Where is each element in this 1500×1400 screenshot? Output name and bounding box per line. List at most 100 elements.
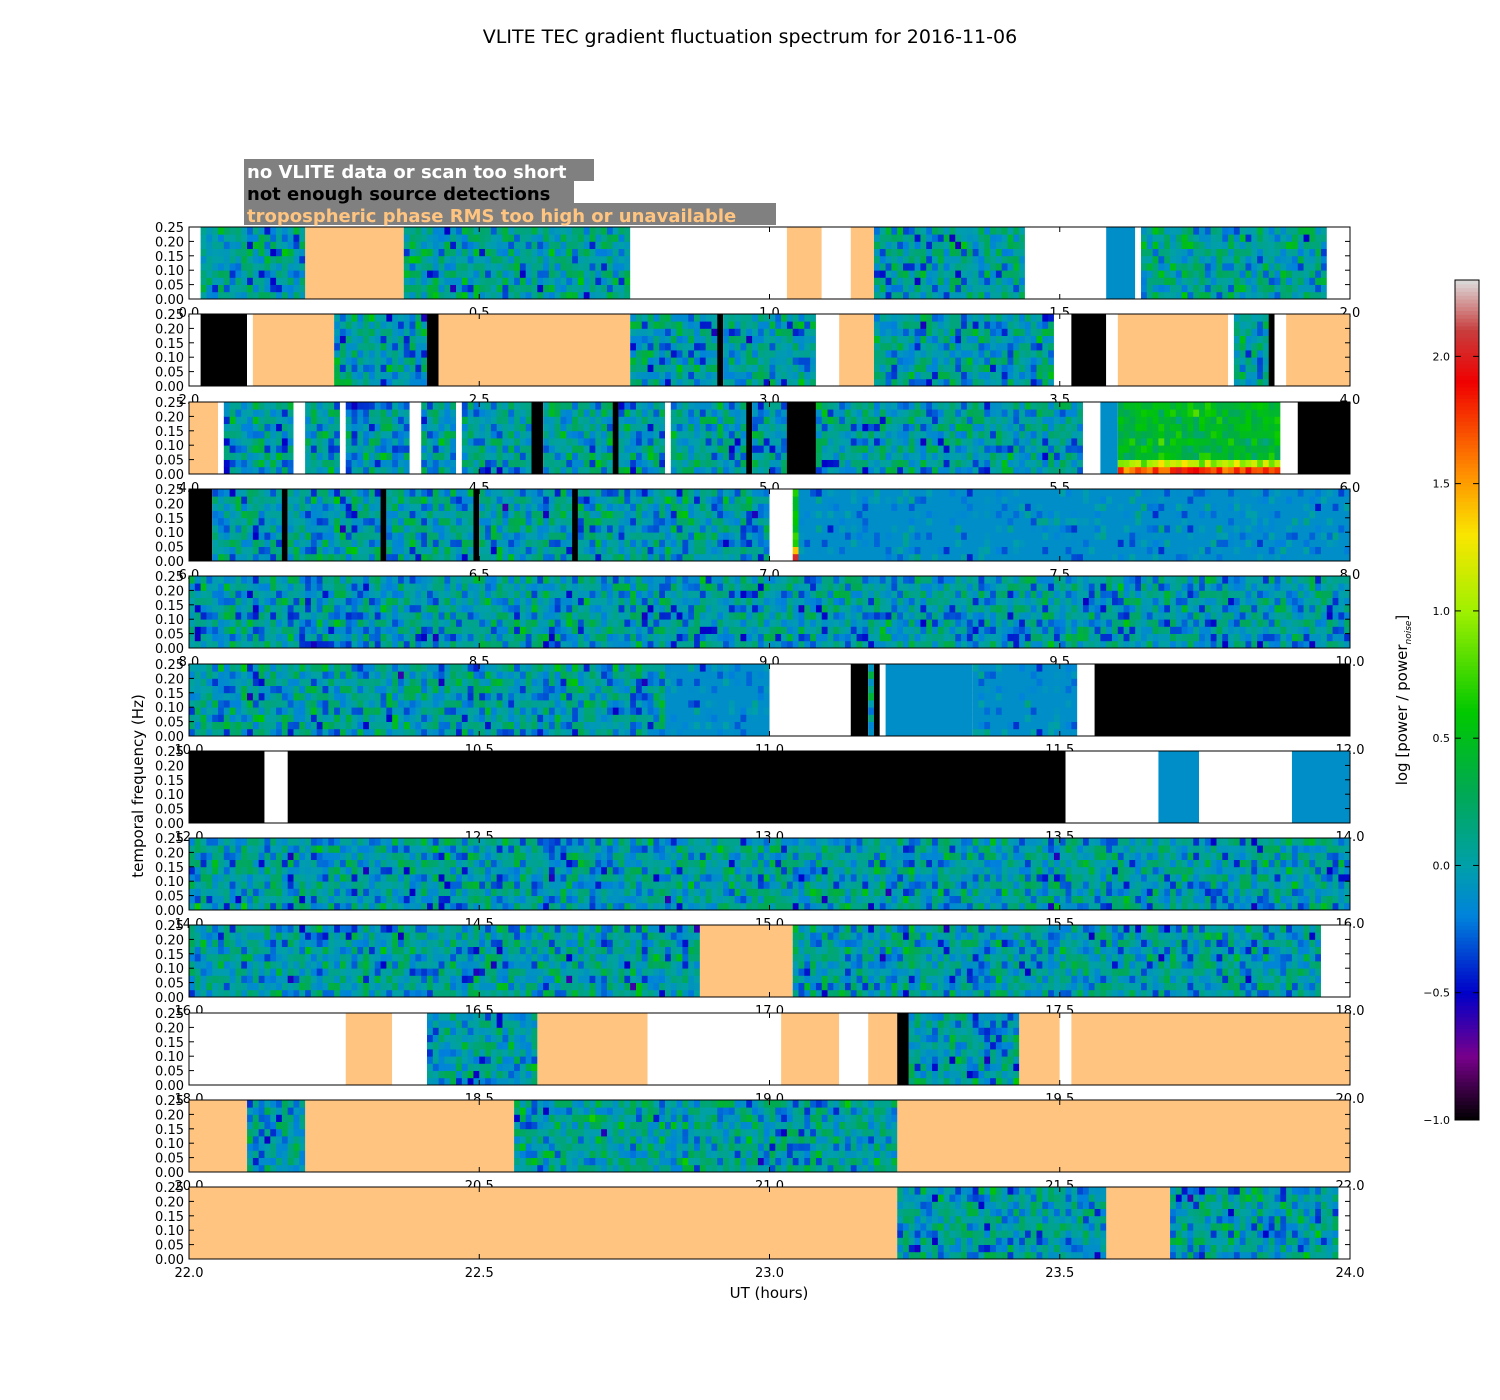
- segment-spectrum: [189, 838, 1350, 910]
- segment-nodata: [1053, 314, 1072, 386]
- segment-spectrum: [873, 314, 1055, 386]
- y-tick-label: 0.10: [155, 351, 184, 366]
- segment-spectrum: [966, 402, 1014, 474]
- segment-spectrum: [873, 227, 1026, 299]
- y-tick-label: 0.20: [155, 410, 184, 425]
- segment-nodet: [473, 489, 480, 561]
- segment-spectrum: [479, 489, 573, 561]
- segment-nodata: [1059, 1013, 1072, 1085]
- y-tick-label: 0.00: [155, 1079, 184, 1094]
- segment-tropo: [305, 1100, 515, 1172]
- x-tick-label: 22.0: [175, 1266, 204, 1281]
- chart-title: VLITE TEC gradient fluctuation spectrum …: [483, 26, 1017, 48]
- y-tick-label: 0.00: [155, 555, 184, 570]
- y-tick-label: 0.20: [155, 933, 184, 948]
- segment-spectrum: [1013, 402, 1084, 474]
- y-tick-label: 0.00: [155, 817, 184, 832]
- y-axis-label: temporal frequency (Hz): [129, 694, 147, 878]
- segment-spectrum: [334, 314, 428, 386]
- segment-flat: [885, 664, 973, 736]
- segment-spectrum: [403, 227, 631, 299]
- y-tick-label: 0.20: [155, 322, 184, 337]
- segment-spectrum: [792, 489, 799, 561]
- colorbar-label-end: ]: [1393, 615, 1411, 621]
- segment-spectrum: [1170, 1187, 1339, 1259]
- segment-nodata: [189, 1013, 346, 1085]
- y-tick-label: 0.15: [155, 1036, 184, 1051]
- segment-spectrum: [421, 402, 457, 474]
- colorbar-tick-label: 0.5: [1433, 732, 1451, 745]
- y-tick-label: 0.00: [155, 380, 184, 395]
- segment-spectrum: [514, 1100, 898, 1172]
- segment-tropo: [868, 1013, 898, 1085]
- y-tick-label: 0.15: [155, 337, 184, 352]
- segment-nodata: [665, 402, 671, 474]
- segment-tropo: [1071, 1013, 1350, 1085]
- legend-box-0: [244, 159, 594, 181]
- y-tick-label: 0.10: [155, 1137, 184, 1152]
- panel-0: 0.000.050.100.150.200.250.00.51.01.52.0: [155, 221, 1360, 321]
- y-tick-label: 0.05: [155, 454, 184, 469]
- segment-nodata: [1082, 402, 1101, 474]
- segment-flat: [1291, 751, 1350, 823]
- segment-tropo: [1019, 1013, 1060, 1085]
- segment-nodata: [769, 664, 851, 736]
- segment-spectrum: [345, 402, 410, 474]
- segment-flat: [1158, 751, 1200, 823]
- segment-tropo: [897, 1100, 1350, 1172]
- segment-nodata: [879, 664, 886, 736]
- segment-nodet: [786, 402, 816, 474]
- y-tick-label: 0.20: [155, 497, 184, 512]
- y-tick-label: 0.25: [155, 658, 184, 673]
- segment-spectrum: [1233, 314, 1270, 386]
- y-tick-label: 0.15: [155, 948, 184, 963]
- segment-spectrum: [223, 402, 294, 474]
- segment-nodata: [821, 227, 851, 299]
- colorbar-label-main: log [power / power: [1393, 644, 1411, 786]
- segment-nodet: [189, 489, 213, 561]
- segment-spectrum: [897, 402, 968, 474]
- x-tick-label: 23.5: [1045, 1266, 1074, 1281]
- segment-nodata: [815, 314, 840, 386]
- y-tick-label: 0.10: [155, 526, 184, 541]
- panel-6: 0.000.050.100.150.200.2512.012.513.013.5…: [155, 745, 1364, 845]
- segment-nodata: [189, 314, 201, 386]
- segment-spectrum: [792, 925, 1322, 997]
- y-tick-label: 0.15: [155, 687, 184, 702]
- panel-9: 0.000.050.100.150.200.2518.018.519.019.5…: [155, 1007, 1364, 1107]
- panels: 0.000.050.100.150.200.250.00.51.01.52.00…: [155, 221, 1364, 1281]
- y-tick-label: 0.20: [155, 672, 184, 687]
- segment-nodet: [1297, 402, 1350, 474]
- segment-nodet: [200, 314, 248, 386]
- segment-nodata: [1135, 227, 1142, 299]
- y-tick-label: 0.10: [155, 264, 184, 279]
- y-tick-label: 0.05: [155, 803, 184, 818]
- colorbar-tick-label: 1.5: [1433, 478, 1451, 491]
- segment-spectrum: [630, 314, 718, 386]
- segment-nodet: [850, 664, 869, 736]
- segment-nodet: [281, 489, 288, 561]
- colorbar-label-sub: noise: [1404, 620, 1414, 644]
- y-tick-label: 0.25: [155, 308, 184, 323]
- y-tick-label: 0.10: [155, 613, 184, 628]
- segment-nodata: [1077, 664, 1095, 736]
- segment-nodet: [531, 402, 544, 474]
- segment-spectrum: [189, 664, 666, 736]
- segment-spectrum: [723, 314, 817, 386]
- legend-entry-2: tropospheric phase RMS too high or unava…: [247, 206, 736, 227]
- legend-entry-0: no VLITE data or scan too short: [247, 162, 567, 183]
- segment-spectrum: [247, 1100, 306, 1172]
- y-tick-label: 0.20: [155, 584, 184, 599]
- segment-tropo: [781, 1013, 840, 1085]
- segment-spectrum: [1141, 227, 1328, 299]
- segment-spectrum: [287, 489, 381, 561]
- legend-entry-1: not enough source detections: [247, 184, 550, 205]
- segment-tropo: [438, 314, 631, 386]
- segment-tropo: [189, 402, 219, 474]
- segment-nodata: [293, 402, 306, 474]
- segment-nodata: [839, 1013, 869, 1085]
- segment-spectrum: [798, 489, 1350, 561]
- segment-nodet: [1268, 314, 1275, 386]
- segment-nodata: [647, 1013, 782, 1085]
- segment-spectrum: [189, 925, 701, 997]
